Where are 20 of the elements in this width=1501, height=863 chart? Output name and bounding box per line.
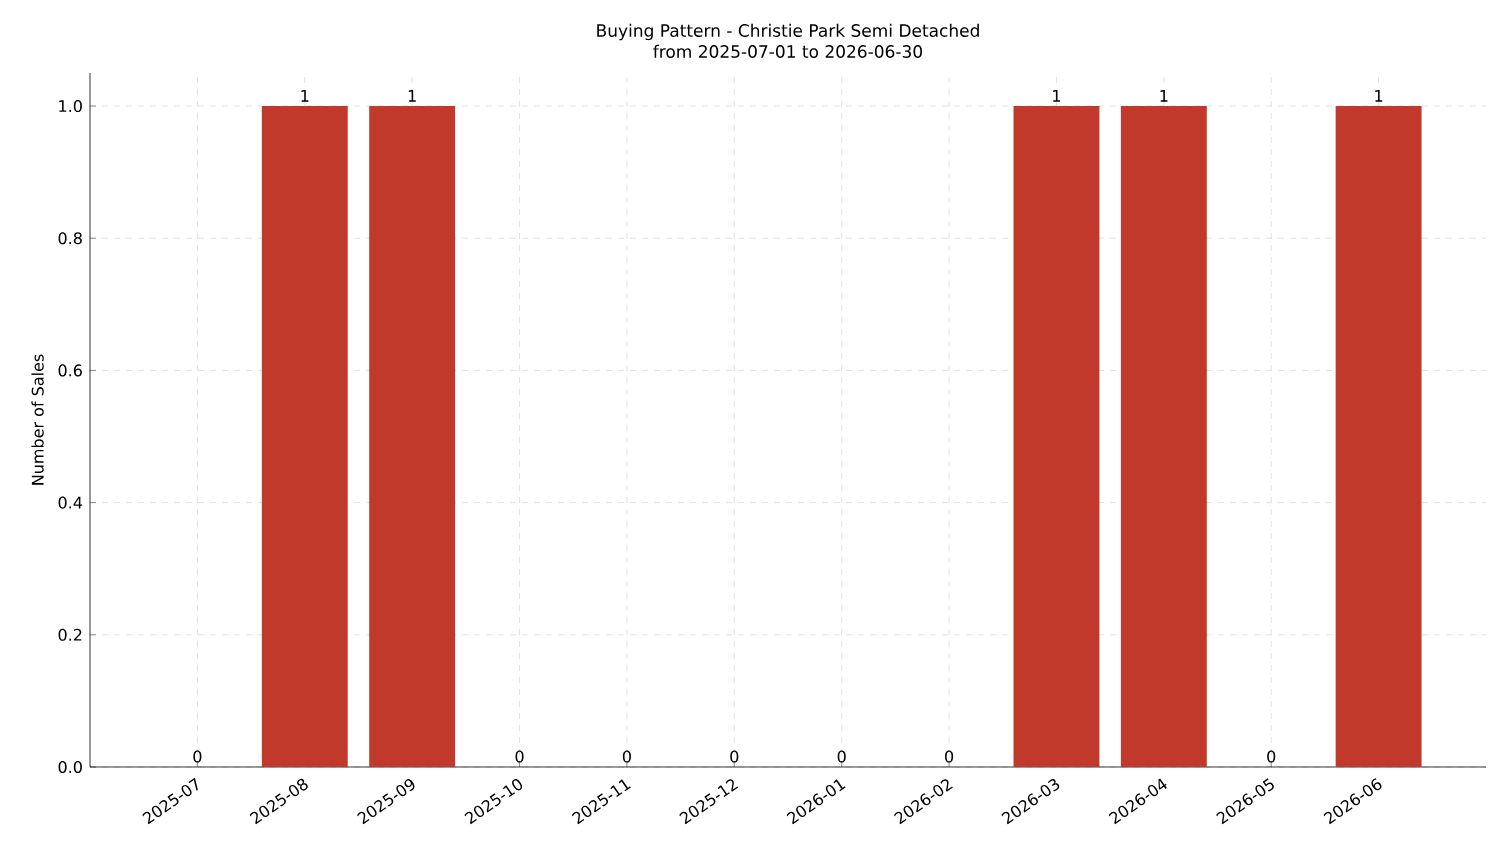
data-label: 0 — [945, 750, 954, 763]
y-tick-label: 0.4 — [58, 496, 83, 509]
data-label: 1 — [408, 89, 416, 102]
y-tick-label: 0.2 — [58, 628, 82, 641]
data-label: 0 — [622, 750, 631, 763]
data-label: 1 — [1160, 89, 1168, 102]
y-tick-label: 0.6 — [58, 364, 82, 377]
data-label: 1 — [1053, 89, 1061, 102]
data-label: 0 — [730, 750, 739, 763]
y-tick-label: 0.8 — [58, 232, 82, 245]
chart-title: Buying Pattern - Christie Park Semi Detached from 2025-07-01 to 2026-06-30 — [597, 23, 979, 58]
data-label: 0 — [515, 750, 524, 763]
y-tick-label: 0.0 — [58, 760, 82, 774]
y-tick-label: 1.0 — [59, 99, 82, 113]
data-label: 1 — [301, 89, 309, 102]
data-label: 1 — [1375, 89, 1383, 102]
data-label: 0 — [193, 750, 202, 763]
y-axis-title: Number of Sales — [31, 354, 44, 485]
data-label: 0 — [837, 750, 846, 763]
data-label: 0 — [1267, 750, 1276, 763]
